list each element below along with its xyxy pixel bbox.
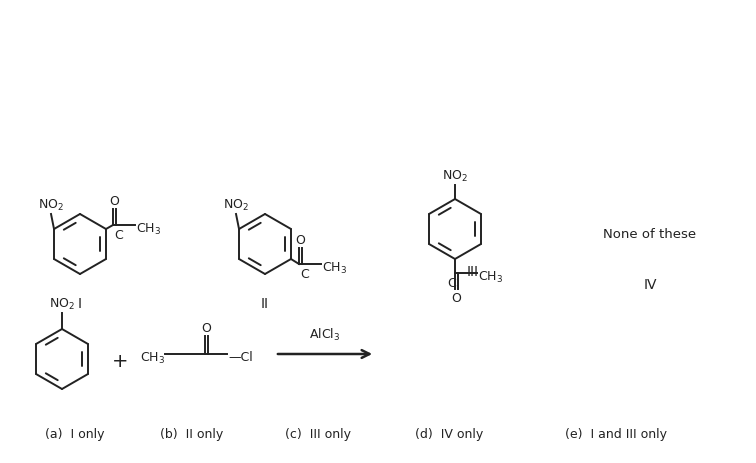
Text: None of these: None of these (603, 228, 696, 241)
Text: AlCl$_3$: AlCl$_3$ (309, 326, 341, 342)
Text: NO$_2$: NO$_2$ (38, 198, 64, 213)
Text: III: III (467, 264, 479, 278)
Text: (d)  IV only: (d) IV only (415, 427, 483, 441)
Text: II: II (261, 296, 269, 310)
Text: (e)  I and III only: (e) I and III only (565, 427, 667, 441)
Text: (c)  III only: (c) III only (285, 427, 351, 441)
Text: C: C (114, 229, 122, 242)
Text: I: I (78, 296, 82, 310)
Text: C: C (300, 268, 308, 281)
Text: NO$_2$: NO$_2$ (223, 198, 249, 213)
Text: CH$_3$: CH$_3$ (478, 269, 503, 284)
Text: —Cl: —Cl (228, 351, 253, 364)
Text: CH$_3$: CH$_3$ (322, 260, 347, 275)
Text: CH$_3$: CH$_3$ (140, 350, 165, 365)
Text: O: O (451, 291, 461, 304)
Text: NO$_2$: NO$_2$ (49, 296, 75, 311)
Text: (b)  II only: (b) II only (160, 427, 223, 441)
Text: NO$_2$: NO$_2$ (442, 169, 468, 184)
Text: O: O (202, 321, 212, 334)
Text: O: O (296, 233, 305, 246)
Text: O: O (110, 194, 119, 207)
Text: CH$_3$: CH$_3$ (136, 221, 161, 236)
Text: (a)  I only: (a) I only (45, 427, 104, 441)
Text: IV: IV (643, 277, 657, 291)
Text: C: C (447, 276, 456, 289)
Text: +: + (112, 352, 129, 371)
